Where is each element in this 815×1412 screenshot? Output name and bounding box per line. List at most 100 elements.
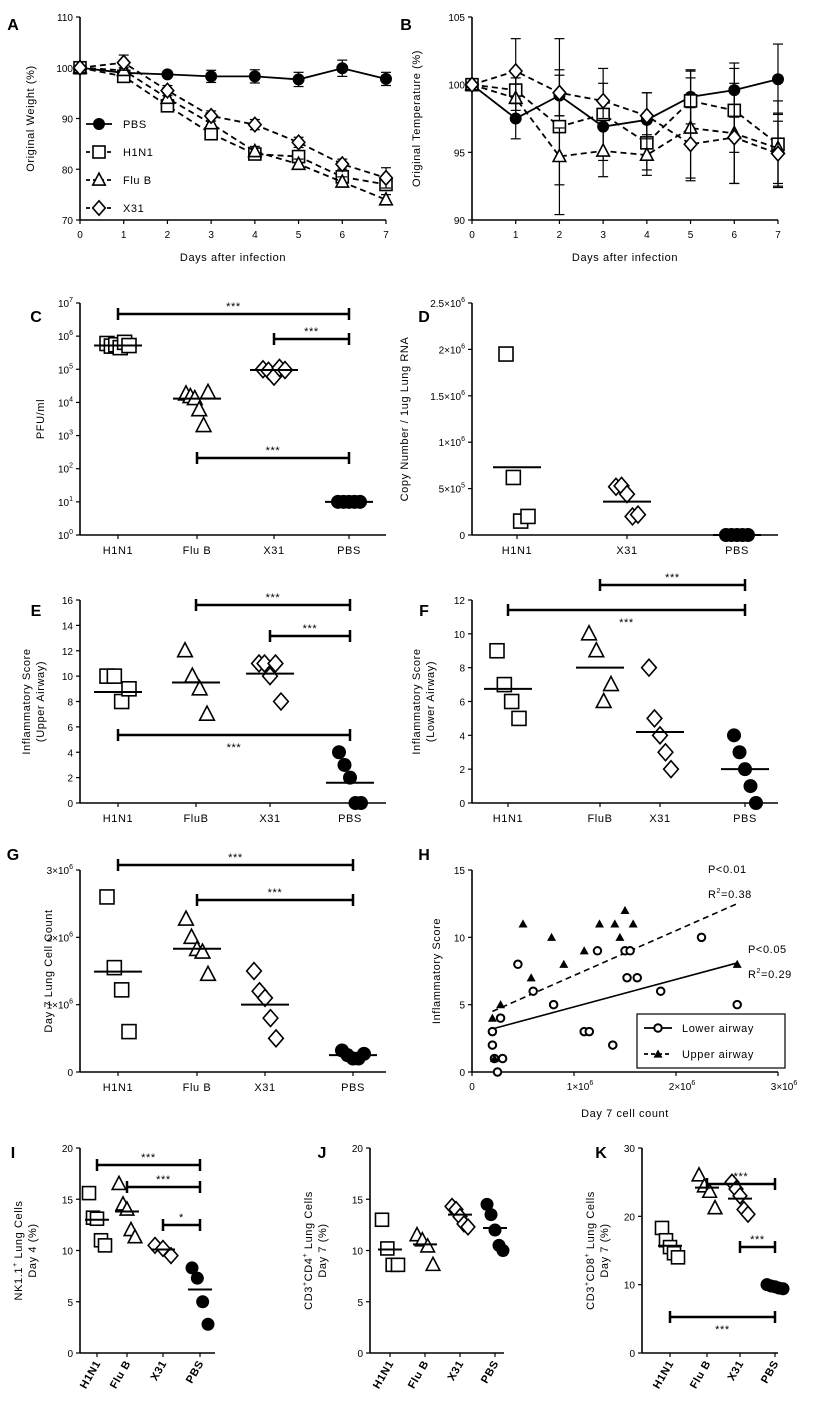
data-point [615, 932, 625, 941]
x-tick-label: PBS [337, 545, 361, 557]
group-x31 [444, 1197, 476, 1236]
y-tick-label: 12 [454, 596, 466, 607]
legend-marker [91, 199, 107, 217]
group-h1n1 [493, 346, 541, 529]
legend-marker [93, 118, 105, 130]
data-point [740, 1205, 756, 1224]
chart-panel-d: D 0 5×105 1×106 1.5×106 2×106 2.5×106 H1N1 X31 PB… [399, 297, 778, 557]
y-tick-label: 14 [62, 621, 74, 632]
data-point [701, 1182, 718, 1199]
significance-label: *** [619, 617, 634, 629]
y-axis-label: PFU/ml [35, 399, 47, 439]
legend-marker [653, 1049, 663, 1058]
data-point [743, 779, 758, 794]
data-point [193, 942, 212, 959]
significance-label: *** [228, 852, 243, 864]
data-point [594, 691, 613, 709]
data-point [513, 959, 523, 970]
y-axis-label-line: NK1.1+ Lung Cells [12, 1201, 25, 1301]
y-tick-label: 1.5×106 [430, 390, 465, 403]
y-tick-label: 90 [62, 115, 74, 126]
data-point [580, 624, 598, 641]
x-tick-label: 7 [383, 230, 389, 241]
x-tick-label: Flu B [406, 1359, 432, 1391]
data-point [620, 905, 630, 914]
significance-bracket: *** [272, 326, 351, 345]
y-tick-label: 102 [58, 463, 73, 476]
data-point [203, 107, 219, 125]
data-point [204, 126, 218, 141]
series-line [79, 66, 387, 81]
y-axis-label: NK1.1+ Lung Cells Day 4 (%) [12, 1201, 39, 1301]
x-tick-label: Flu B [688, 1359, 714, 1391]
data-point [595, 142, 611, 157]
group-flu-b [408, 1225, 442, 1272]
data-point [496, 1000, 506, 1009]
data-point [610, 919, 620, 928]
data-point [89, 1211, 105, 1227]
data-point [749, 796, 763, 810]
significance-bracket: *** [598, 572, 747, 591]
group-h1n1 [654, 1220, 686, 1265]
annotation-p: P<0.05 [748, 944, 787, 956]
x-tick-label: 6 [732, 230, 738, 241]
group-pbs [329, 1043, 377, 1066]
y-tick-label: 10 [624, 1281, 636, 1292]
x-tick-label: 4 [252, 230, 258, 241]
y-tick-label: 10 [454, 933, 466, 944]
data-point [160, 82, 175, 100]
data-point [374, 1212, 390, 1228]
group-x31 [147, 1236, 179, 1265]
data-point [460, 1217, 476, 1236]
x-tick-label: 7 [775, 230, 781, 241]
significance-label: *** [665, 572, 680, 584]
y-tick-label: 5 [459, 1001, 465, 1012]
y-tick-label: 100 [58, 529, 73, 542]
x-tick-label: PBS [759, 1359, 782, 1386]
data-point [390, 1257, 406, 1273]
data-point [205, 70, 218, 83]
data-point [732, 745, 747, 760]
y-tick-label: 4 [67, 748, 73, 759]
y-axis-label-line: CD3+CD4+ Lung Cells [302, 1191, 315, 1310]
data-point [177, 909, 195, 926]
legend-label: Upper airway [682, 1049, 754, 1061]
data-point [182, 927, 201, 945]
data-point [497, 1053, 508, 1064]
x-tick-label: X31 [254, 1082, 275, 1094]
data-point [126, 1227, 144, 1244]
data-point [639, 146, 655, 161]
data-point [121, 1023, 137, 1040]
data-point [256, 988, 274, 1008]
y-tick-label: 6 [459, 698, 465, 709]
x-tick-label: PBS [341, 1082, 365, 1094]
x-tick-label: X31 [616, 545, 637, 557]
series-line [79, 66, 387, 201]
series-line [471, 83, 779, 145]
y-tick-label: 20 [62, 1144, 74, 1155]
significance-label: * [179, 1212, 184, 1224]
y-tick-label: 2.5×106 [430, 297, 465, 310]
y-tick-label: 5 [357, 1298, 363, 1309]
chart-panel-e: E 0 2 4 6 8 10 12 14 16 H1N1 FluB X31 PBS Inflammatory… [21, 592, 386, 825]
group-h1n1 [94, 668, 142, 710]
y-tick-label: 70 [62, 216, 74, 227]
significance-bracket: *** [95, 1152, 202, 1171]
significance-bracket: *** [195, 445, 351, 464]
y-axis-label: CD3+CD4+ Lung Cells Day 7 (%) [302, 1191, 329, 1310]
x-tick-label: 3×106 [771, 1080, 798, 1093]
annotation-p: P<0.01 [708, 864, 747, 876]
data-point [657, 742, 674, 762]
y-axis-label-line: Original Weight (%) [25, 65, 37, 172]
y-tick-label: 1×106 [439, 436, 466, 449]
data-point [770, 145, 786, 163]
series-x31 [72, 54, 394, 189]
panel-letter: J [318, 1145, 327, 1162]
data-point [518, 919, 528, 928]
data-point [495, 1013, 506, 1023]
x-axis-label: Days after infection [180, 252, 286, 264]
data-point [651, 725, 669, 745]
legend-label: Lower airway [682, 1023, 754, 1035]
x-tick-label: H1N1 [502, 545, 533, 557]
